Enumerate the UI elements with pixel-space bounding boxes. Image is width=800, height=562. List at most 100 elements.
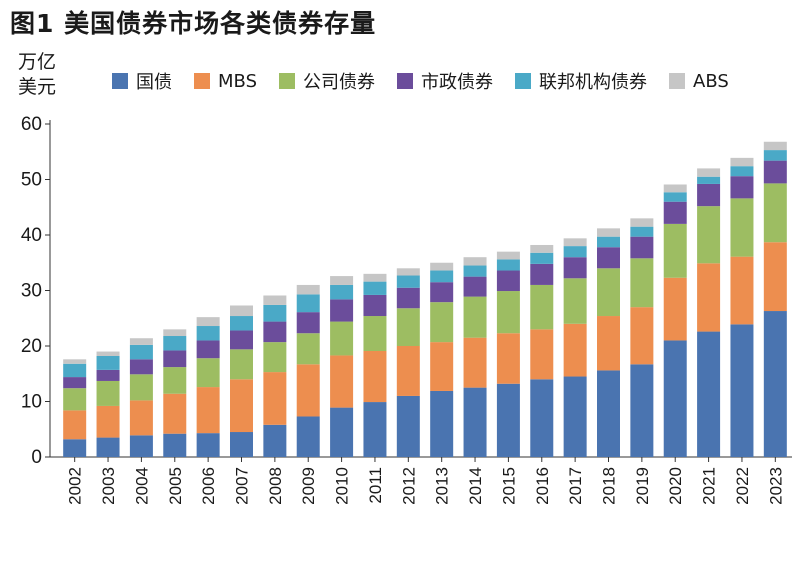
bar-segment-2004-5	[129, 338, 153, 345]
bar-segment-2011-4	[363, 281, 387, 295]
bar-segment-2014-3	[463, 276, 487, 297]
bar-segment-2015-1	[496, 333, 520, 384]
bar-segment-2012-4	[396, 275, 420, 288]
bar-segment-2012-2	[396, 308, 420, 346]
x-tick-label-2023: 2023	[766, 467, 785, 505]
y-tick-label: 20	[21, 336, 42, 357]
bar-segment-2002-2	[63, 388, 87, 411]
bar-segment-2017-0	[563, 376, 587, 457]
bar-segment-2017-3	[563, 257, 587, 279]
bar-segment-2020-2	[663, 223, 687, 278]
bar-segment-2010-3	[330, 299, 354, 322]
bar-segment-2011-1	[363, 350, 387, 403]
x-tick-label-2009: 2009	[299, 467, 318, 505]
bar-segment-2003-3	[96, 369, 120, 381]
y-tick-label: 50	[21, 170, 42, 191]
bar-segment-2013-3	[430, 282, 454, 303]
x-tick-label-2007: 2007	[233, 467, 252, 505]
x-tick-label-2012: 2012	[399, 467, 418, 505]
bar-segment-2021-2	[697, 206, 721, 264]
x-tick-label-2003: 2003	[99, 467, 118, 505]
bar-segment-2019-1	[630, 307, 654, 365]
bar-segment-2007-5	[230, 305, 253, 317]
bar-segment-2014-5	[463, 257, 487, 266]
bar-segment-2006-2	[196, 358, 220, 388]
x-tick-label-2006: 2006	[199, 467, 218, 505]
x-tick-label-2008: 2008	[266, 467, 285, 505]
bar-segment-2012-1	[396, 346, 420, 396]
bar-segment-2016-3	[530, 263, 554, 285]
bar-segment-2004-1	[129, 400, 153, 436]
bar-segment-2009-0	[296, 416, 320, 457]
bar-segment-2013-2	[430, 302, 454, 343]
bar-segment-2017-2	[563, 278, 587, 324]
x-tick-label-2002: 2002	[66, 467, 85, 505]
y-tick-label: 60	[21, 114, 42, 135]
bar-segment-2010-0	[330, 407, 354, 457]
bar-segment-2015-0	[496, 383, 520, 457]
bar-segment-2004-0	[129, 435, 153, 457]
chart-legend: 国债 MBS 公司债券 市政债券 联邦机构债券 ABS	[112, 68, 751, 94]
legend-item-2: 公司债券	[279, 68, 375, 94]
bar-segment-2021-5	[697, 168, 721, 177]
x-tick-label-2017: 2017	[566, 467, 585, 505]
bar-segment-2015-5	[496, 251, 520, 260]
bar-segment-2013-1	[430, 342, 454, 391]
bar-segment-2009-2	[296, 333, 320, 365]
bar-segment-2007-1	[230, 379, 253, 433]
bar-segment-2011-2	[363, 316, 387, 351]
legend-label: 国债	[136, 72, 172, 93]
bar-segment-2009-5	[296, 284, 320, 295]
bar-segment-2012-3	[396, 287, 420, 309]
bar-segment-2005-0	[163, 433, 187, 457]
x-tick-label-2015: 2015	[499, 467, 518, 505]
bar-segment-2005-2	[163, 367, 187, 394]
bar-segment-2005-3	[163, 350, 187, 368]
bar-segment-2008-1	[263, 372, 287, 425]
bar-segment-2010-2	[330, 321, 354, 356]
bar-segment-2007-3	[230, 330, 253, 350]
bar-segment-2002-4	[63, 363, 87, 378]
bar-segment-2007-2	[230, 349, 253, 380]
bar-segment-2008-4	[263, 304, 287, 322]
bar-segment-2017-5	[563, 238, 587, 247]
y-tick-label: 10	[21, 392, 42, 413]
bar-segment-2015-3	[496, 270, 520, 292]
y-tick-label: 40	[21, 225, 42, 246]
bar-segment-2003-5	[96, 351, 120, 356]
bar-segment-2009-1	[296, 364, 320, 417]
bar-segment-2017-1	[563, 323, 587, 377]
bar-segment-2010-1	[330, 355, 354, 408]
bar-segment-2014-4	[463, 265, 487, 277]
bar-segment-2015-2	[496, 291, 520, 334]
bar-segment-2023-1	[763, 242, 787, 312]
bar-segment-2023-4	[763, 150, 787, 161]
legend-label: ABS	[693, 70, 729, 92]
bar-segment-2013-5	[430, 262, 454, 271]
bar-segment-2003-2	[96, 380, 120, 406]
bar-segment-2020-3	[663, 201, 687, 224]
chart-title: 图1 美国债券市场各类债券存量	[10, 9, 377, 38]
bar-segment-2018-2	[597, 268, 620, 317]
x-tick-label-2021: 2021	[700, 467, 719, 505]
legend-swatch	[397, 73, 413, 89]
bar-segment-2022-2	[730, 198, 754, 257]
bar-segment-2022-4	[730, 166, 754, 177]
bar-segment-2023-2	[763, 183, 787, 243]
bar-segment-2016-0	[530, 379, 554, 457]
bar-segment-2004-3	[129, 359, 153, 375]
bar-segment-2017-4	[563, 246, 587, 258]
bar-segment-2007-4	[230, 316, 253, 331]
bar-segment-2005-1	[163, 393, 187, 434]
bar-segment-2003-0	[96, 437, 120, 457]
bar-segment-2023-5	[763, 141, 787, 151]
bar-segment-2005-5	[163, 329, 187, 337]
x-tick-label-2014: 2014	[466, 467, 485, 505]
y-axis-unit-label: 万亿 美元	[18, 50, 56, 100]
bar-segment-2014-2	[463, 296, 487, 338]
bar-segment-2013-0	[430, 390, 454, 457]
bar-segment-2018-0	[597, 370, 620, 457]
bar-segment-2020-5	[663, 184, 687, 193]
bar-segment-2006-0	[196, 433, 220, 457]
